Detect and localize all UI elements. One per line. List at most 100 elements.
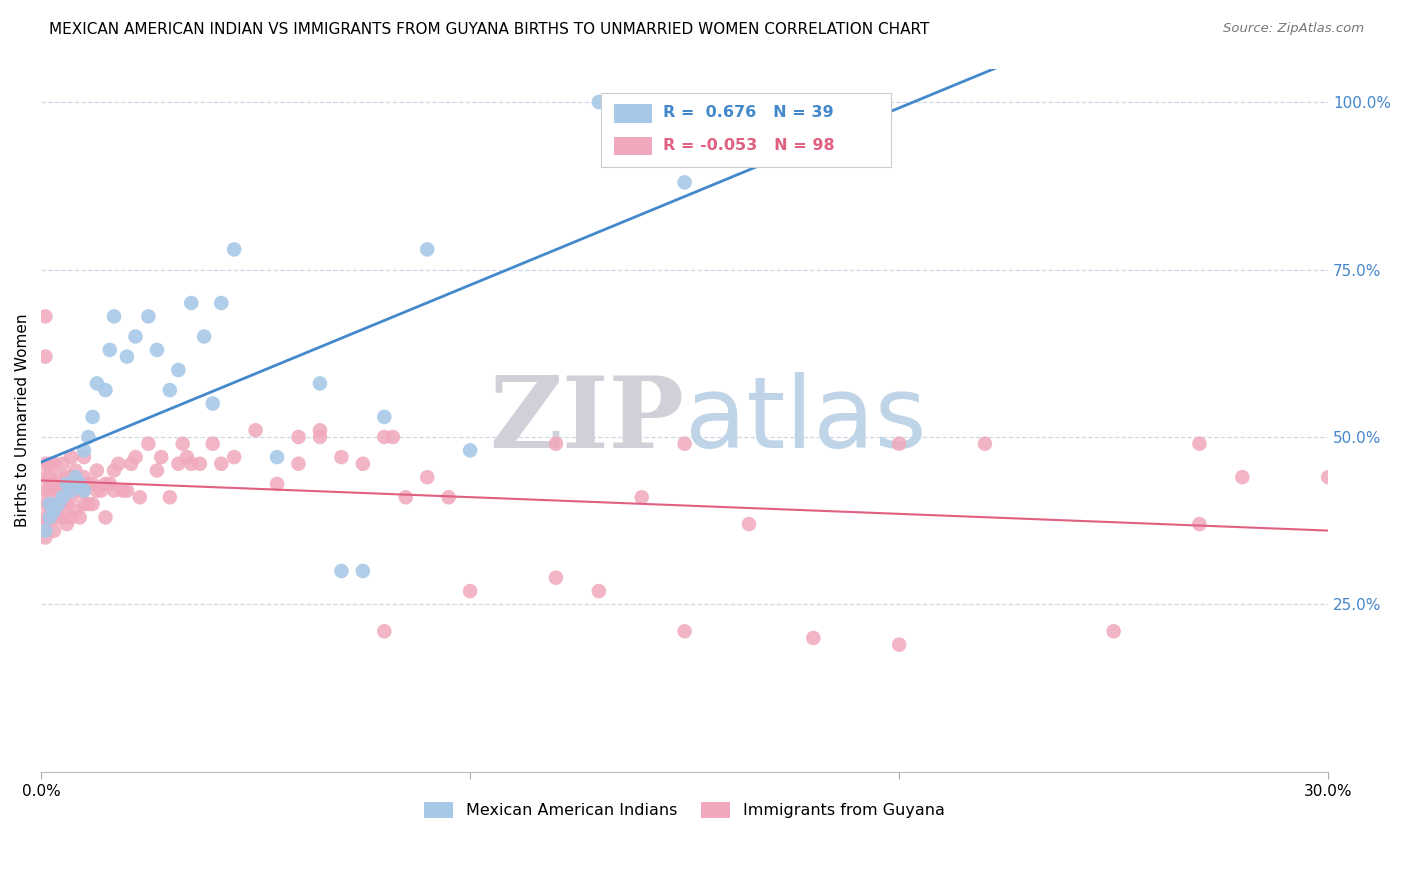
Point [395, 490, 418, 504]
Point [86, 483, 108, 498]
Point [309, 376, 332, 391]
Point [73, 470, 96, 484]
Point [111, 483, 134, 498]
Point [201, 436, 224, 450]
Point [42, 524, 65, 538]
Point [266, 450, 288, 464]
Point [86, 463, 108, 477]
Point [38, 497, 60, 511]
Point [38, 510, 60, 524]
Point [51, 476, 73, 491]
Point [172, 436, 194, 450]
Point [46, 497, 69, 511]
Point [159, 383, 181, 397]
Point [98, 343, 121, 357]
Point [146, 343, 169, 357]
Point [176, 450, 198, 464]
Point [56, 497, 79, 511]
Point [115, 350, 138, 364]
Point [330, 450, 353, 464]
Text: MEXICAN AMERICAN INDIAN VS IMMIGRANTS FROM GUYANA BIRTHS TO UNMARRIED WOMEN CORR: MEXICAN AMERICAN INDIAN VS IMMIGRANTS FR… [49, 22, 929, 37]
Point [82, 497, 104, 511]
Point [73, 497, 96, 511]
Text: R = -0.053   N = 98: R = -0.053 N = 98 [662, 138, 834, 153]
Point [352, 457, 374, 471]
Point [437, 490, 460, 504]
Point [34, 510, 56, 524]
Point [416, 470, 439, 484]
Point [65, 463, 87, 477]
Point [330, 564, 353, 578]
Point [46, 483, 69, 498]
Point [373, 430, 395, 444]
Point [42, 504, 65, 518]
Point [167, 363, 190, 377]
FancyBboxPatch shape [614, 136, 652, 155]
Point [115, 483, 138, 498]
Point [82, 476, 104, 491]
Text: atlas: atlas [685, 372, 927, 468]
Point [46, 470, 69, 484]
Point [60, 510, 83, 524]
Point [38, 510, 60, 524]
Point [224, 243, 246, 257]
Point [544, 571, 567, 585]
Point [373, 624, 395, 639]
Point [209, 296, 232, 310]
Point [38, 457, 60, 471]
Point [287, 430, 309, 444]
Point [34, 524, 56, 538]
Point [373, 409, 395, 424]
Point [34, 310, 56, 324]
Point [309, 430, 332, 444]
Point [1317, 470, 1340, 484]
Point [56, 476, 79, 491]
Point [974, 436, 997, 450]
Point [673, 175, 696, 189]
Point [887, 638, 910, 652]
Point [51, 490, 73, 504]
Point [138, 436, 160, 450]
Point [60, 483, 83, 498]
Point [38, 497, 60, 511]
Point [34, 483, 56, 498]
Point [245, 423, 267, 437]
Point [51, 497, 73, 511]
Text: Source: ZipAtlas.com: Source: ZipAtlas.com [1223, 22, 1364, 36]
Point [94, 476, 117, 491]
Point [77, 476, 100, 491]
Legend: Mexican American Indians, Immigrants from Guyana: Mexican American Indians, Immigrants fro… [418, 796, 950, 825]
Point [65, 470, 87, 484]
Point [69, 510, 91, 524]
Point [46, 510, 69, 524]
Point [352, 564, 374, 578]
Point [77, 497, 100, 511]
Point [128, 490, 150, 504]
Point [209, 457, 232, 471]
Point [73, 483, 96, 498]
Point [138, 310, 160, 324]
Point [180, 457, 202, 471]
Text: ZIP: ZIP [489, 372, 685, 468]
Point [60, 470, 83, 484]
Point [94, 383, 117, 397]
Y-axis label: Births to Unmarried Women: Births to Unmarried Women [15, 313, 30, 527]
FancyBboxPatch shape [600, 93, 890, 167]
Point [801, 631, 824, 645]
Point [124, 450, 146, 464]
Point [287, 457, 309, 471]
Point [34, 457, 56, 471]
Point [1188, 436, 1211, 450]
Point [73, 443, 96, 458]
Point [738, 517, 761, 532]
Point [42, 497, 65, 511]
Point [193, 329, 215, 343]
Point [69, 483, 91, 498]
Point [588, 95, 610, 109]
Point [188, 457, 211, 471]
Point [56, 470, 79, 484]
Point [42, 510, 65, 524]
Point [180, 296, 202, 310]
Point [630, 95, 652, 109]
Point [416, 243, 439, 257]
